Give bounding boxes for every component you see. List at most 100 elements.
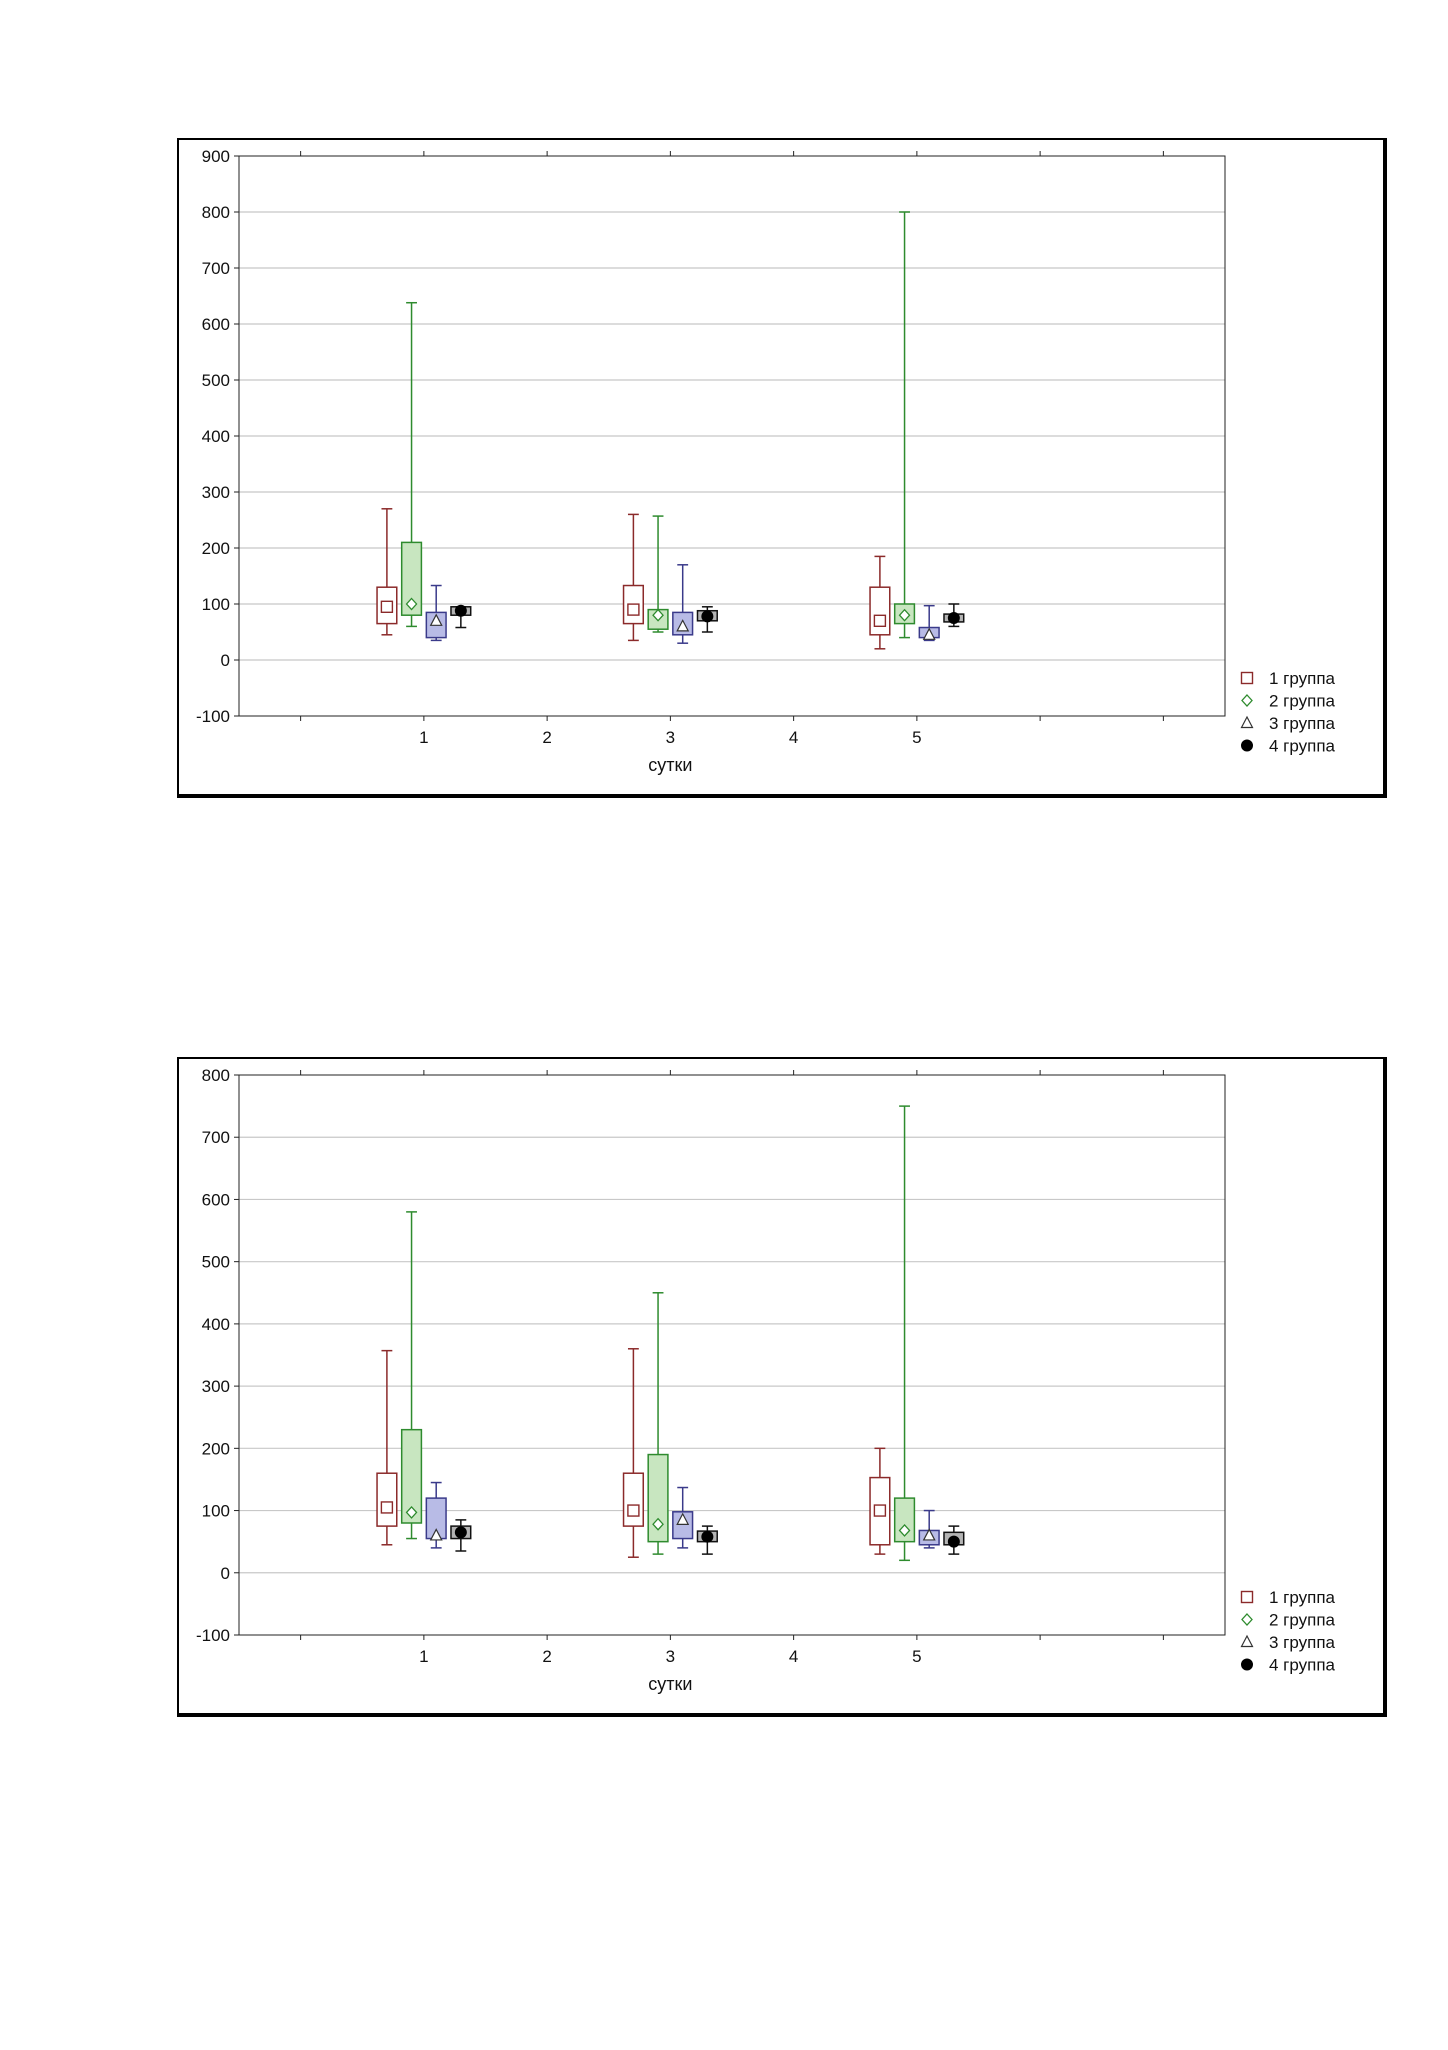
y-tick-label: 500 [202,371,230,390]
y-tick-label: 600 [202,1190,230,1209]
box-3-group-day-1 [425,1481,447,1549]
box-3-group-day-1 [425,584,447,642]
x-tick-label: 2 [542,728,551,747]
y-tick-label: 900 [202,147,230,166]
legend-item-4: 4 группа [1241,1656,1336,1675]
box-body [647,1453,669,1543]
x-tick-label: 1 [419,1647,428,1666]
legend-label: 4 группа [1269,737,1336,756]
x-tick-label: 3 [666,1647,675,1666]
box-3-group-day-5 [918,1509,940,1549]
box-4-group-day-5 [943,603,965,628]
box-4-group-day-3 [696,1525,718,1555]
legend-item-2: 2 группа [1241,692,1336,711]
median-marker-diamond [898,608,911,622]
box-2-group-day-3 [647,1292,669,1555]
legend-label: 2 группа [1269,692,1336,711]
box-1-group-day-5 [869,555,891,650]
legend-item-3: 3 группа [1240,714,1336,733]
box-plot-1: -100 0 100 200 300 400 500 600 700 800 900 1 2 3 4 5 сут… [196,147,1336,775]
x-axis-title: сутки [648,1674,692,1694]
box-1-group-day-3 [622,1348,645,1558]
median-marker-circle [454,1526,467,1539]
median-marker-diamond [898,1524,911,1537]
legend-item-4: 4 группа [1241,737,1336,756]
y-tick-label: 200 [202,539,230,558]
legend-label: 1 группа [1269,669,1336,688]
chart-panel-1: -100 0 100 200 300 400 500 600 700 800 900 1 2 3 4 5 сут… [177,138,1387,798]
median-marker-circle [701,610,714,623]
y-tick-label: 100 [202,1502,230,1521]
legend-label: 1 группа [1269,1588,1336,1607]
box-1-group-day-1 [376,508,398,636]
box-body [376,1472,398,1527]
median-marker-circle [947,1535,960,1548]
box-body [622,1472,645,1527]
median-marker-circle [701,1530,714,1543]
legend-item-2: 2 группа [1241,1611,1336,1630]
median-marker-circle [1241,1658,1253,1671]
median-marker-diamond [1241,694,1253,707]
x-tick-label: 2 [542,1647,551,1666]
box-4-group-day-1 [450,1519,472,1552]
box-3-group-day-5 [918,604,940,642]
y-tick-label: -100 [196,707,230,726]
median-marker-square [1240,1590,1254,1604]
x-tick-label: 5 [912,1647,921,1666]
median-marker-diamond [652,1517,664,1531]
median-marker-triangle [922,1528,936,1541]
box-1-group-day-5 [869,1447,891,1555]
box-4-group-day-5 [943,1525,965,1555]
y-tick-label: 700 [202,1128,230,1147]
box-body [400,1428,423,1524]
y-tick-label: 0 [221,651,230,670]
median-marker-triangle [922,627,936,640]
median-marker-circle [1241,739,1253,752]
box-1-group-day-3 [622,513,645,642]
box-2-group-day-5 [893,1105,916,1562]
box-2-group-day-5 [893,211,916,639]
median-marker-triangle [676,1512,690,1525]
box-body [400,541,423,616]
median-marker-square [873,614,887,627]
median-marker-diamond [405,597,418,611]
y-tick-label: 700 [202,259,230,278]
median-marker-triangle [429,613,443,626]
y-tick-label: 300 [202,1377,230,1396]
median-marker-triangle [1240,1634,1254,1648]
y-tick-label: 200 [202,1439,230,1458]
median-marker-square [627,1504,640,1517]
legend-label: 3 группа [1269,714,1336,733]
box-body [869,586,891,636]
median-marker-circle [947,612,960,624]
y-tick-label: 400 [202,427,230,446]
median-marker-square [627,603,640,616]
y-tick-label: 400 [202,1315,230,1334]
median-marker-square [380,1501,394,1514]
median-marker-square [1240,671,1254,685]
median-marker-triangle [1240,715,1254,729]
chart-panel-2: -100 0 100 200 300 400 500 600 700 800 1 2 3 4 5 сутки 1… [177,1057,1387,1717]
y-tick-label: -100 [196,1626,230,1645]
median-marker-diamond [652,608,664,622]
x-tick-label: 4 [789,1647,798,1666]
median-marker-triangle [429,1528,443,1541]
median-marker-circle [454,604,467,617]
plot-frame [238,1074,1226,1636]
x-tick-label: 1 [419,728,428,747]
legend-item-1: 1 группа [1240,1588,1336,1607]
median-marker-diamond [1241,1613,1253,1626]
box-plot-2: -100 0 100 200 300 400 500 600 700 800 1 2 3 4 5 сутки 1… [196,1066,1336,1694]
x-axis-title: сутки [648,755,692,775]
box-2-group-day-3 [647,515,669,633]
y-tick-label: 600 [202,315,230,334]
x-tick-label: 5 [912,728,921,747]
legend-label: 4 группа [1269,1656,1336,1675]
median-marker-square [380,600,394,613]
median-marker-triangle [676,619,690,632]
legend-label: 2 группа [1269,1611,1336,1630]
legend-item-1: 1 группа [1240,669,1336,688]
median-marker-diamond [405,1505,418,1519]
y-tick-label: 500 [202,1253,230,1272]
y-tick-label: 300 [202,483,230,502]
